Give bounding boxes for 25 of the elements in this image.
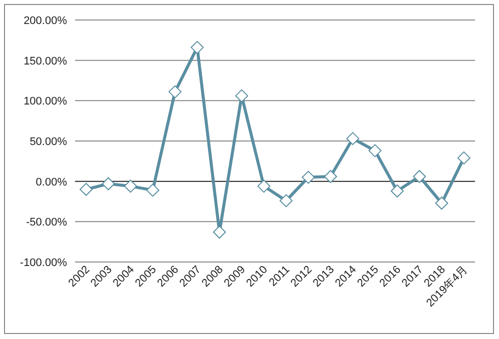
point <box>390 184 404 198</box>
point <box>280 194 293 208</box>
y-tick-label: 100.00% <box>24 96 68 108</box>
point <box>102 177 115 190</box>
point <box>412 170 426 183</box>
point <box>124 180 138 193</box>
point <box>146 184 160 197</box>
point <box>190 40 204 54</box>
point <box>457 151 470 164</box>
y-tick-label: 200.00% <box>24 15 68 27</box>
y-tick-label: 150.00% <box>24 55 68 68</box>
point <box>168 85 182 98</box>
point <box>324 170 338 183</box>
point <box>80 182 93 196</box>
y-tick-label: -100.00% <box>20 257 68 269</box>
y-tick-label: 50.00% <box>30 136 68 148</box>
point <box>435 196 448 210</box>
y-tick-label: 0.00% <box>36 176 68 188</box>
point <box>368 144 382 158</box>
point <box>235 89 248 102</box>
point <box>257 180 270 193</box>
point <box>346 132 360 146</box>
point <box>212 226 226 239</box>
point <box>302 170 315 184</box>
y-tick-label: -50.00% <box>26 216 68 229</box>
